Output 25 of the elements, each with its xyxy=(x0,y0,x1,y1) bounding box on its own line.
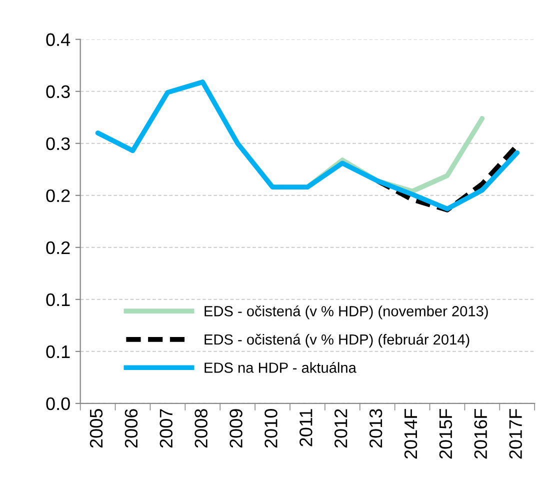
y-tick-label: 0.3 xyxy=(46,85,70,98)
y-tick-label: 0.1 xyxy=(46,293,70,306)
x-tick-label: 2005 xyxy=(90,409,103,448)
x-tick-label: 2010 xyxy=(264,409,278,448)
y-tick-label: 0.1 xyxy=(46,345,70,358)
x-tick-label: 2013 xyxy=(369,409,382,448)
y-tick-label: 0.4 xyxy=(46,33,70,46)
y-tick-label: 0.2 xyxy=(46,241,70,254)
line-series xyxy=(95,80,520,212)
x-tick-label: 2016F xyxy=(474,409,488,459)
x-tick-label: 2015F xyxy=(439,409,452,459)
x-tick-label: 2017F xyxy=(509,409,522,459)
y-tick-label: 0.3 xyxy=(46,137,70,150)
x-tick-label: 2006 xyxy=(124,409,138,448)
x-tick-label: 2012 xyxy=(334,409,348,448)
x-tick-label: 2009 xyxy=(230,409,242,448)
x-tick-label: 2014F xyxy=(404,409,418,459)
legend-label: EDS na HDP - aktuálna xyxy=(204,362,356,373)
legend-label: EDS - očistená (v % HDP) (február 2014) xyxy=(204,334,470,348)
x-tick-label: 2008 xyxy=(194,409,208,448)
legend-label: EDS - očistená (v % HDP) (november 2013) xyxy=(204,305,488,320)
y-tick-label: 0.2 xyxy=(46,189,70,202)
y-tick-label: 0.0 xyxy=(46,397,70,410)
x-tick-label: 2007 xyxy=(160,409,173,448)
x-tick-label: 2011 xyxy=(300,409,312,446)
